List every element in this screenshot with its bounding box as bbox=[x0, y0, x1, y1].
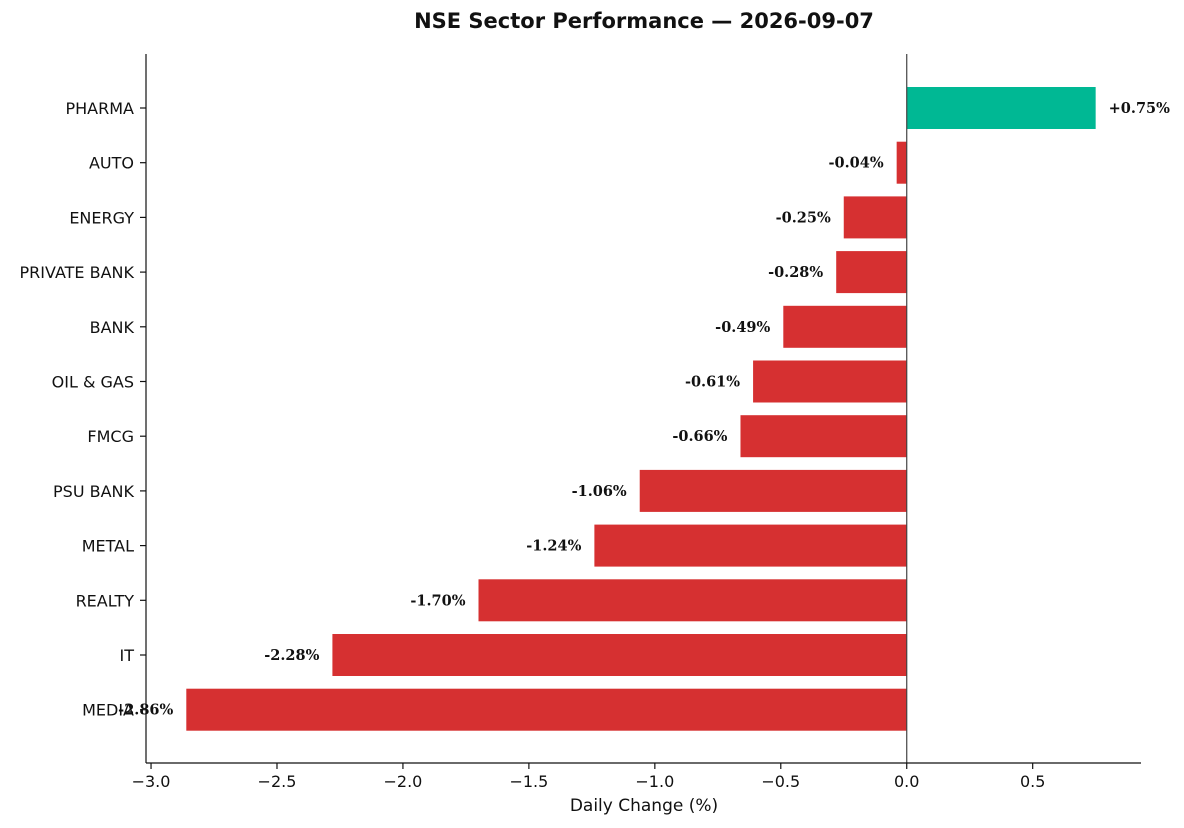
category-label-it: IT bbox=[120, 646, 135, 665]
data-label-energy: -0.25% bbox=[776, 209, 831, 226]
bar-realty bbox=[478, 579, 907, 622]
data-label-bank: -0.49% bbox=[715, 319, 770, 336]
x-tick-label: −2.5 bbox=[258, 772, 297, 791]
category-label-private-bank: PRIVATE BANK bbox=[20, 263, 135, 282]
category-label-metal: METAL bbox=[82, 537, 134, 556]
bar-media bbox=[186, 688, 907, 731]
data-label-metal: -1.24% bbox=[526, 538, 581, 555]
category-label-realty: REALTY bbox=[76, 591, 135, 610]
data-label-realty: -1.70% bbox=[410, 592, 465, 609]
x-tick-label: 0.0 bbox=[894, 772, 919, 791]
data-label-it: -2.28% bbox=[264, 647, 319, 664]
data-label-pharma: +0.75% bbox=[1109, 100, 1170, 117]
data-label-auto: -0.04% bbox=[829, 155, 884, 172]
bar-metal bbox=[594, 524, 907, 567]
x-tick-label: −3.0 bbox=[132, 772, 171, 791]
x-tick-label: −0.5 bbox=[761, 772, 800, 791]
bar-energy bbox=[843, 196, 907, 239]
category-label-bank: BANK bbox=[90, 318, 135, 337]
category-label-auto: AUTO bbox=[89, 154, 134, 173]
bar-psu-bank bbox=[639, 469, 907, 512]
category-label-fmcg: FMCG bbox=[87, 427, 134, 446]
chart-title: NSE Sector Performance — 2026-09-07 bbox=[414, 9, 874, 33]
category-label-energy: ENERGY bbox=[69, 208, 134, 227]
category-label-psu-bank: PSU BANK bbox=[53, 482, 134, 501]
x-tick-label: 0.5 bbox=[1020, 772, 1045, 791]
x-tick-label: −1.0 bbox=[635, 772, 674, 791]
bar-bank bbox=[783, 305, 907, 348]
bar-it bbox=[332, 634, 907, 676]
category-label-oil-gas: OIL & GAS bbox=[52, 373, 134, 392]
data-label-oil-gas: -0.61% bbox=[685, 374, 740, 391]
category-label-pharma: PHARMA bbox=[66, 99, 135, 118]
bar-private-bank bbox=[836, 251, 907, 294]
bars-layer bbox=[186, 54, 1096, 763]
y-ticks-layer: PHARMA AUTO ENERGY PRIVATE BANK BANK OIL & GA… bbox=[20, 99, 146, 720]
x-tick-label: −2.0 bbox=[384, 772, 423, 791]
bar-auto bbox=[896, 141, 907, 184]
data-label-private-bank: -0.28% bbox=[768, 264, 823, 281]
data-label-psu-bank: -1.06% bbox=[572, 483, 627, 500]
data-labels-layer: +0.75% -0.04% -0.25% -0.28% -0.49% -0.61% -0.6… bbox=[118, 100, 1170, 719]
x-tick-label: −1.5 bbox=[509, 772, 548, 791]
data-label-fmcg: -0.66% bbox=[672, 428, 727, 445]
category-label-media: MEDIA bbox=[82, 701, 134, 720]
x-axis-label: Daily Change (%) bbox=[570, 796, 718, 816]
x-ticks-layer: −3.0 −2.5 −2.0 −1.5 −1.0 −0.5 0.0 0.5 bbox=[132, 763, 1045, 791]
bar-fmcg bbox=[740, 415, 907, 458]
bar-oil-gas bbox=[753, 360, 907, 403]
bar-pharma bbox=[906, 87, 1096, 129]
